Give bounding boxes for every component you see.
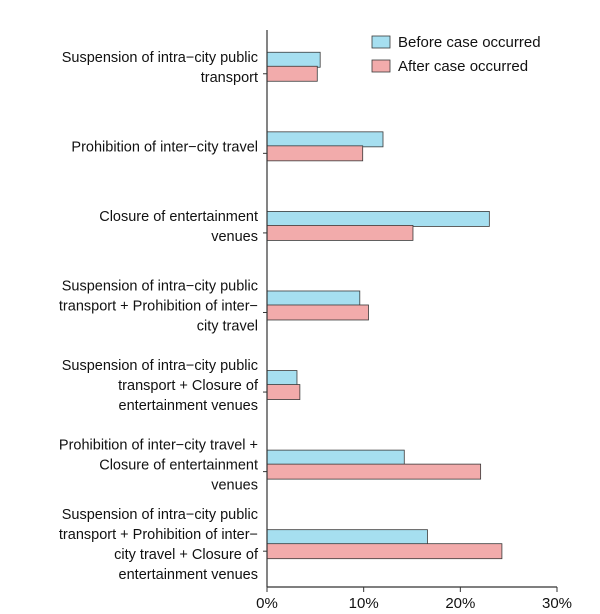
bar-before-5 (266, 449, 405, 466)
bar-after-4 (266, 384, 301, 400)
bar-before-3 (266, 290, 361, 307)
x-tick-label-2: 20% (445, 595, 475, 612)
legend-label-after: After case occurred (398, 58, 528, 75)
bar-after-6 (266, 543, 503, 560)
legend: Before case occurred After case occurred (371, 34, 541, 75)
legend-swatch-after (371, 59, 391, 73)
category-label-6: Suspension of intra−city public transport… (59, 507, 259, 583)
legend-label-before: Before case occurred (398, 34, 541, 51)
bar-before-2 (266, 211, 490, 227)
bars-group (266, 51, 503, 560)
bar-before-1 (266, 131, 384, 148)
category-label-1: Prohibition of inter−city travel (71, 139, 258, 155)
category-label-0: Suspension of intra−city public transport (62, 50, 258, 86)
legend-swatch-before (371, 35, 391, 49)
bar-before-0 (266, 51, 321, 68)
axes-group (263, 30, 558, 588)
category-label-4: Suspension of intra−city public transport… (62, 358, 259, 414)
x-ticks-group: 0% 10% 20% 30% (256, 587, 572, 612)
bar-after-5 (266, 463, 482, 480)
category-labels-group: Suspension of intra−city public transport… (59, 50, 259, 583)
x-tick-label-3: 30% (542, 595, 572, 612)
category-label-5: Prohibition of inter−city travel + Closur… (59, 438, 258, 494)
bar-after-3 (266, 304, 369, 321)
bar-after-0 (266, 65, 318, 82)
category-label-2: Closure of entertainment venues (99, 209, 258, 245)
bar-before-4 (266, 370, 298, 386)
category-label-3: Suspension of intra−city public transport… (59, 278, 258, 334)
bar-after-1 (266, 145, 364, 162)
bar-after-2 (266, 225, 414, 241)
bar-before-6 (266, 529, 428, 546)
x-tick-label-1: 10% (349, 595, 379, 612)
x-tick-label-0: 0% (256, 595, 278, 612)
